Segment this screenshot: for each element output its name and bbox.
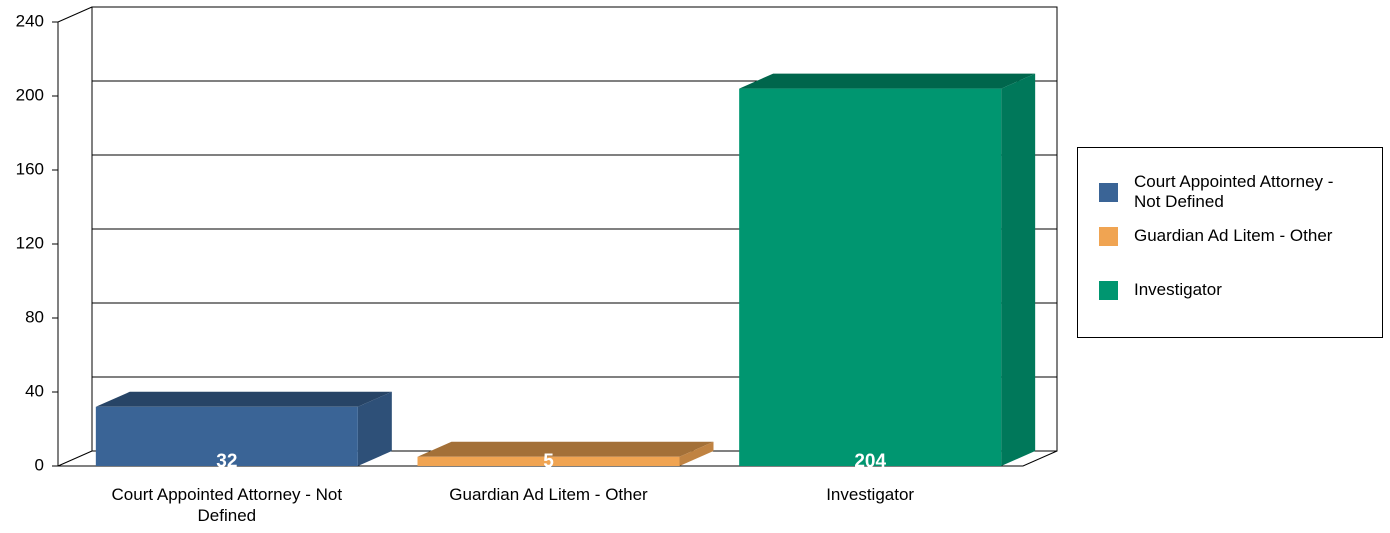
axis-edge [57, 6, 93, 23]
y-tick-label: 160 [16, 159, 44, 178]
y-tick-label: 240 [16, 11, 44, 30]
bar-group: 204 [739, 73, 1036, 472]
bar [95, 406, 358, 466]
legend: Court Appointed Attorney - Not Defined Gu… [1077, 147, 1383, 338]
legend-swatch [1099, 280, 1118, 300]
bar-side [357, 391, 392, 466]
x-tick-label: Investigator [826, 485, 915, 504]
bar-top [417, 441, 714, 457]
y-tick-label: 80 [25, 307, 44, 326]
floor [58, 450, 1058, 467]
axis-edge [57, 450, 93, 467]
bar [739, 88, 1002, 466]
y-tick-label: 40 [25, 381, 44, 400]
y-tick-label: 120 [16, 233, 44, 252]
legend-item: Investigator [1099, 280, 1364, 300]
legend-label: Guardian Ad Litem - Other [1134, 226, 1333, 245]
bar-side [679, 441, 714, 466]
bar-side [1001, 73, 1036, 466]
y-tick-label: 200 [16, 85, 44, 104]
bar-group: 32 [95, 391, 392, 472]
bar-top [739, 73, 1036, 89]
x-tick-label: Guardian Ad Litem - Other [449, 485, 648, 504]
bar-top [95, 391, 392, 407]
legend-label: Court Appointed Attorney - Not Defined [1134, 172, 1334, 211]
y-tick-label: 0 [35, 455, 44, 474]
legend-item: Guardian Ad Litem - Other [1099, 226, 1364, 246]
legend-swatch [1099, 182, 1118, 202]
bar [417, 456, 680, 466]
legend-swatch [1099, 226, 1118, 246]
bar-group: 5 [417, 441, 714, 472]
data-label: 32 [216, 451, 237, 472]
data-label: 204 [854, 451, 886, 472]
legend-item: Court Appointed Attorney - Not Defined [1099, 172, 1364, 212]
legend-label: Investigator [1134, 280, 1222, 299]
x-tick-label: Court Appointed Attorney - Not Defined [111, 485, 343, 525]
data-label: 5 [543, 451, 554, 472]
